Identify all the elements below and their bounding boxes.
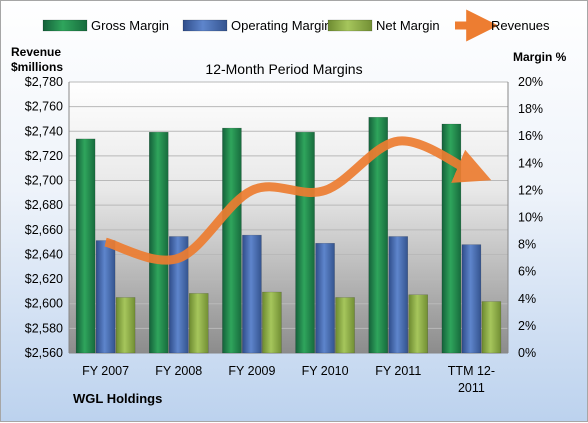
right-tick-label: 16% [518, 129, 543, 143]
right-tick-label: 10% [518, 211, 543, 225]
legend-label-gross-margin: Gross Margin [91, 18, 169, 33]
left-tick-label: $2,680 [25, 198, 63, 212]
category-label: FY 2010 [302, 364, 349, 378]
category-label: TTM 12- [448, 364, 495, 378]
chart-title: 12-Month Period Margins [205, 61, 362, 77]
bar-gross-margin [222, 128, 241, 353]
legend: Gross Margin Operating Margin Net Margin Re… [43, 18, 550, 33]
left-tick-label: $2,600 [25, 297, 63, 311]
right-tick-label: 12% [518, 183, 543, 197]
right-axis-title: Margin % [513, 50, 567, 64]
bar-operating-margin [462, 245, 481, 353]
right-tick-label: 14% [518, 156, 543, 170]
left-axis-ticks: $2,560 $2,580 $2,600 $2,620 $2,640 $2,660 $2,6… [25, 75, 63, 360]
company-name: WGL Holdings [73, 391, 162, 406]
bar-net-margin [336, 297, 355, 353]
right-tick-label: 18% [518, 102, 543, 116]
left-tick-label: $2,580 [25, 321, 63, 335]
legend-swatch-gross-margin [43, 20, 87, 31]
right-axis-ticks: 0% 2% 4% 6% 8% 10% 12% 14% 16% 18% 20% [518, 75, 543, 360]
left-axis-title-line1: Revenue [11, 45, 61, 59]
bar-operating-margin [389, 236, 408, 353]
left-tick-label: $2,780 [25, 75, 63, 89]
left-tick-label: $2,700 [25, 174, 63, 188]
category-label: FY 2009 [228, 364, 275, 378]
left-tick-label: $2,760 [25, 100, 63, 114]
bar-operating-margin [242, 235, 261, 353]
left-tick-label: $2,560 [25, 346, 63, 360]
legend-swatch-net-margin [328, 20, 372, 31]
category-label: FY 2011 [375, 364, 421, 378]
bar-gross-margin [296, 132, 315, 353]
right-tick-label: 2% [518, 319, 536, 333]
bar-net-margin [482, 302, 501, 353]
right-tick-label: 0% [518, 346, 536, 360]
bar-net-margin [116, 297, 135, 353]
category-label: 2011 [458, 381, 485, 395]
legend-label-net-margin: Net Margin [376, 18, 440, 33]
bar-operating-margin [316, 243, 335, 353]
right-tick-label: 4% [518, 292, 536, 306]
bar-net-margin [262, 292, 281, 353]
left-tick-label: $2,660 [25, 223, 63, 237]
legend-label-operating-margin: Operating Margin [231, 18, 331, 33]
right-tick-label: 20% [518, 75, 543, 89]
left-tick-label: $2,640 [25, 247, 63, 261]
legend-swatch-operating-margin [183, 20, 227, 31]
right-tick-label: 8% [518, 238, 536, 252]
legend-label-revenues: Revenues [491, 18, 550, 33]
bar-operating-margin [96, 241, 115, 353]
left-tick-label: $2,720 [25, 149, 63, 163]
bar-net-margin [409, 295, 428, 353]
bar-net-margin [189, 293, 208, 353]
left-axis-title-line2: $millions [11, 60, 63, 74]
left-tick-label: $2,620 [25, 272, 63, 286]
category-label: FY 2008 [155, 364, 202, 378]
bar-gross-margin [149, 132, 168, 353]
left-tick-label: $2,740 [25, 124, 63, 138]
right-tick-label: 6% [518, 265, 536, 279]
bar-gross-margin [76, 139, 95, 353]
category-label: FY 2007 [82, 364, 129, 378]
